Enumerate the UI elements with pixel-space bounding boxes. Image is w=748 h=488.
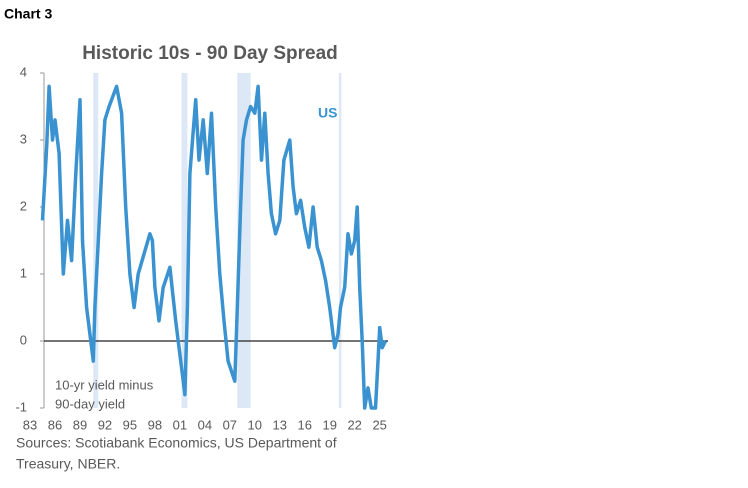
chart-title: Historic 10s - 90 Day Spread — [82, 43, 338, 64]
x-tick-label: 95 — [123, 417, 137, 432]
x-tick-label: 16 — [298, 417, 312, 432]
x-tick-label: 07 — [223, 417, 237, 432]
x-tick-label: 25 — [372, 417, 386, 432]
x-tick-label: 04 — [198, 417, 212, 432]
annotation: 10-yr yield minus — [55, 377, 154, 392]
x-tick-label: 22 — [347, 417, 361, 432]
y-tick-label: 2 — [20, 198, 27, 213]
annotation: 90-day yield — [55, 396, 125, 411]
chart-header: Chart 3 — [4, 6, 52, 22]
x-tick-label: 83 — [23, 417, 37, 432]
x-tick-label: 98 — [148, 417, 162, 432]
x-tick-label: 92 — [98, 417, 112, 432]
source-line: Sources: Scotiabank Economics, US Depart… — [16, 435, 337, 451]
y-tick-label: -1 — [15, 399, 27, 414]
recession-band — [237, 73, 251, 408]
x-tick-label: 10 — [248, 417, 262, 432]
x-tick-label: 89 — [73, 417, 87, 432]
recession-band — [338, 73, 342, 408]
x-tick-label: 86 — [48, 417, 62, 432]
data-line — [40, 84, 388, 410]
x-tick-label: 13 — [273, 417, 287, 432]
y-tick-label: 1 — [20, 265, 27, 280]
y-tick-label: 0 — [20, 332, 27, 347]
recession-band — [181, 73, 188, 408]
x-tick-label: 01 — [173, 417, 187, 432]
source-line: Treasury, NBER. — [16, 456, 120, 472]
series-label: US — [318, 105, 337, 121]
y-tick-label: 4 — [20, 64, 27, 79]
x-tick-label: 19 — [322, 417, 336, 432]
recession-band — [93, 73, 99, 408]
y-tick-label: 3 — [20, 131, 27, 146]
